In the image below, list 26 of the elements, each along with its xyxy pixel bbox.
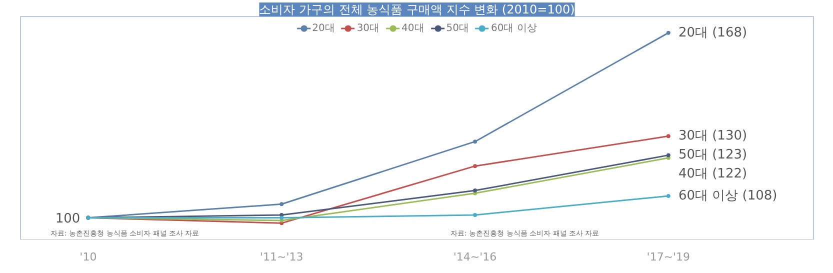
x-tick-label: '17~'19 (646, 250, 690, 264)
data-label: 50대 (123) (678, 148, 748, 163)
point (666, 134, 670, 138)
legend-label: 60대 이상 (491, 22, 537, 35)
legend-label: 20대 (312, 22, 335, 35)
data-label: 40대 (122) (678, 166, 748, 182)
data-label: 30대 (130) (678, 128, 748, 144)
data-label: 20대 (168) (678, 25, 748, 40)
point (473, 188, 478, 193)
point (280, 202, 284, 206)
point (666, 153, 670, 158)
x-tick-label: '10 (80, 250, 97, 264)
legend-label: 50대 (446, 22, 470, 35)
data-label: 100 (55, 212, 80, 227)
point (473, 213, 478, 218)
point (666, 30, 670, 35)
legend-label: 30대 (356, 22, 380, 35)
x-tick-label: '14~'16 (453, 250, 497, 264)
data-label: 60대 이상 (108) (678, 188, 778, 204)
point (473, 140, 478, 144)
point (280, 216, 284, 220)
legend-label: 40대 (402, 22, 424, 35)
point (666, 194, 670, 198)
chart-title: 소비자 가구의 전체 농식품 구매액 지수 변화 (2010=100) (259, 2, 575, 16)
x-tick-label: '11~'13 (260, 250, 304, 264)
point (473, 164, 478, 168)
